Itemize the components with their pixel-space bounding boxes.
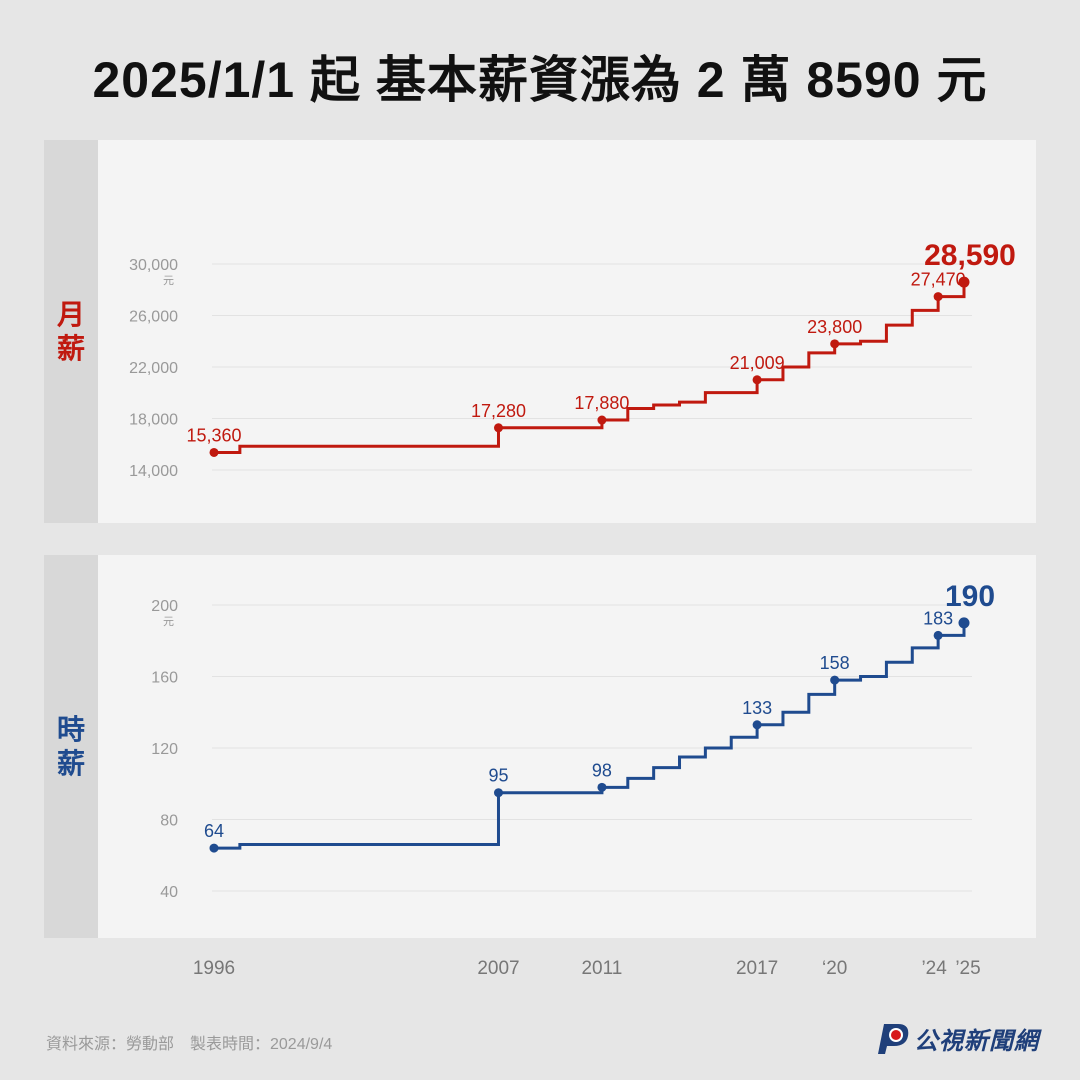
hourly-ytick-label: 120 xyxy=(151,741,178,758)
hourly-ytick-label: 40 xyxy=(160,884,178,901)
monthly-data-point xyxy=(209,447,219,457)
monthly-data-label: 21,009 xyxy=(730,353,785,373)
monthly-data-label: 15,360 xyxy=(186,425,241,445)
x-tick-label: ’25 xyxy=(955,958,981,979)
monthly-data-point xyxy=(493,423,503,433)
monthly-data-label: 23,800 xyxy=(807,317,862,337)
hourly-ytick-label: 80 xyxy=(160,813,178,830)
monthly-wage-label: 月薪 xyxy=(44,298,98,366)
monthly-label-char: 薪 xyxy=(56,333,85,364)
chart-title: 2025/1/1 起 基本薪資漲為 2 萬 8590 元 xyxy=(92,52,988,108)
hourly-wage-panel: 時薪 40 80 120 160 200 元 64 95 98 133 158 183 190 xyxy=(44,555,1036,938)
x-tick-label: 1996 xyxy=(192,958,236,979)
hourly-data-point xyxy=(830,675,840,685)
monthly-ytick-label: 14,000 xyxy=(129,463,178,480)
hourly-y-unit: 元 xyxy=(163,616,174,628)
hourly-label-char: 時 xyxy=(56,714,85,745)
hourly-data-point xyxy=(958,617,970,629)
x-tick-label: 2007 xyxy=(477,958,520,979)
hourly-ytick-label: 160 xyxy=(151,670,178,687)
pts-logo-text: 公視新聞網 xyxy=(914,1027,1039,1055)
hourly-data-label: 95 xyxy=(488,766,508,786)
hourly-wage-label: 時薪 xyxy=(44,713,98,781)
monthly-y-unit: 元 xyxy=(163,275,174,287)
monthly-data-point xyxy=(597,415,607,425)
monthly-ytick-label: 26,000 xyxy=(129,309,178,326)
x-tick-label: ’24 xyxy=(921,958,947,979)
hourly-data-label: 133 xyxy=(742,698,772,718)
monthly-data-point xyxy=(958,276,970,288)
hourly-data-point xyxy=(209,843,219,853)
hourly-data-label: 190 xyxy=(945,580,995,613)
hourly-side-bar xyxy=(44,555,98,938)
hourly-ytick-label: 200 xyxy=(151,598,178,615)
monthly-ytick-label: 30,000 xyxy=(129,257,178,274)
hourly-step-line xyxy=(214,622,966,850)
monthly-ytick-label: 22,000 xyxy=(129,360,178,377)
hourly-data-label: 158 xyxy=(820,653,850,673)
x-tick-label: 2011 xyxy=(581,958,623,979)
monthly-wage-panel: 月薪 14,000 18,000 22,000 26,000 30,000 元 15,360… xyxy=(44,140,1036,523)
monthly-label-char: 月 xyxy=(56,299,85,330)
monthly-data-label: 17,880 xyxy=(574,393,629,413)
hourly-data-point xyxy=(933,630,943,640)
monthly-data-point xyxy=(830,339,840,349)
source-note: 資料來源：勞動部 製表時間：2024/9/4 xyxy=(46,1036,333,1053)
pts-logo-icon xyxy=(878,1024,909,1054)
monthly-ytick-label: 18,000 xyxy=(129,412,178,429)
monthly-data-point xyxy=(933,292,943,302)
x-tick-label: 2017 xyxy=(735,958,779,979)
x-tick-label: ‘20 xyxy=(822,958,848,979)
monthly-side-bar xyxy=(44,140,98,523)
monthly-data-point xyxy=(752,375,762,385)
monthly-data-label: 17,280 xyxy=(471,401,526,421)
hourly-data-label: 64 xyxy=(204,821,224,841)
hourly-label-char: 薪 xyxy=(56,748,85,779)
monthly-data-label: 27,470 xyxy=(911,270,966,290)
pts-news-logo: 公視新聞網 xyxy=(872,1018,1039,1058)
hourly-data-label: 98 xyxy=(592,760,612,780)
monthly-data-label: 28,590 xyxy=(924,239,1016,272)
hourly-data-point xyxy=(493,788,503,798)
hourly-data-point xyxy=(597,782,607,792)
hourly-data-label: 183 xyxy=(923,608,953,628)
hourly-data-point xyxy=(752,720,762,730)
